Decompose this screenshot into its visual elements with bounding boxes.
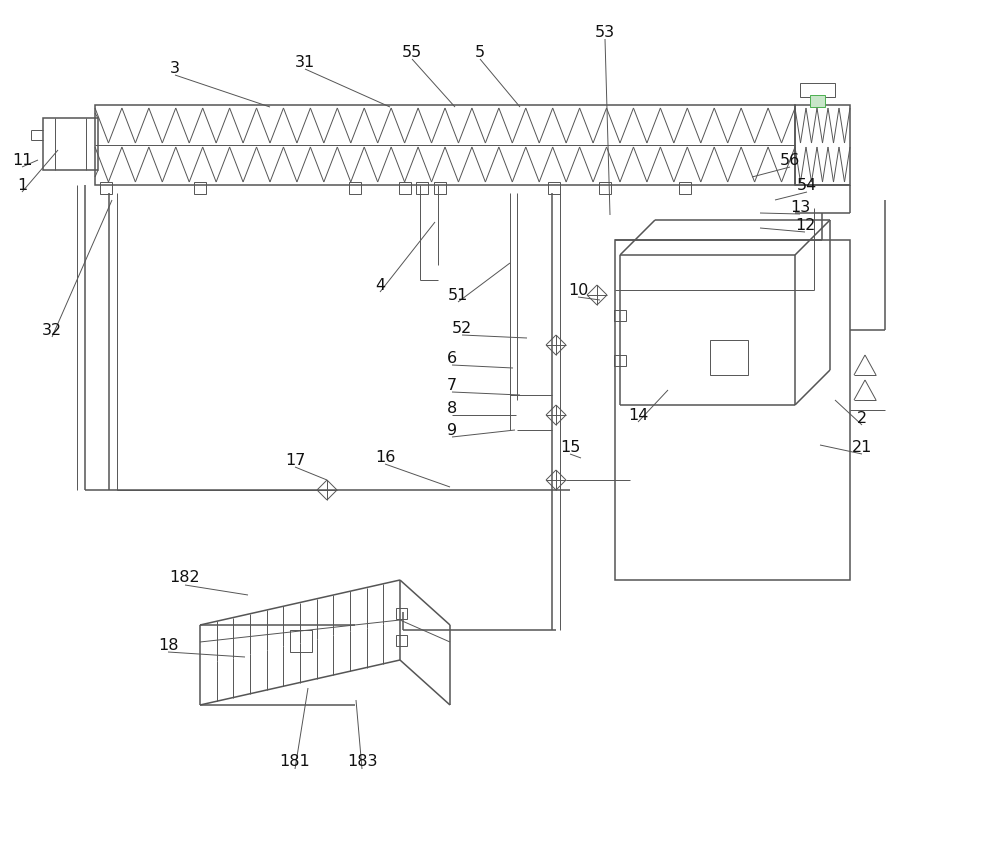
Text: 11: 11 xyxy=(12,153,32,168)
Bar xyxy=(43,118,98,170)
Text: 181: 181 xyxy=(280,754,310,770)
Text: 55: 55 xyxy=(402,45,422,60)
Bar xyxy=(396,635,407,646)
Text: 5: 5 xyxy=(475,45,485,60)
Text: 15: 15 xyxy=(560,439,580,454)
Text: 31: 31 xyxy=(295,55,315,69)
Bar xyxy=(95,105,795,185)
Text: 54: 54 xyxy=(797,178,817,192)
Text: 17: 17 xyxy=(285,453,305,468)
Text: 18: 18 xyxy=(158,637,178,652)
Text: 2: 2 xyxy=(857,411,867,426)
Text: 7: 7 xyxy=(447,378,457,393)
Bar xyxy=(795,105,850,185)
Text: 53: 53 xyxy=(595,24,615,40)
Text: 1: 1 xyxy=(17,178,27,192)
Bar xyxy=(194,182,206,194)
Bar xyxy=(810,95,825,107)
Bar xyxy=(434,182,446,194)
Text: 21: 21 xyxy=(852,439,872,454)
Bar xyxy=(679,182,691,194)
Bar xyxy=(614,355,626,366)
Bar xyxy=(615,240,850,580)
Bar xyxy=(290,630,312,652)
Bar xyxy=(396,608,407,619)
Text: 12: 12 xyxy=(795,217,815,233)
Text: 13: 13 xyxy=(790,200,810,214)
Text: 8: 8 xyxy=(447,400,457,416)
Text: 51: 51 xyxy=(448,287,468,303)
Text: 6: 6 xyxy=(447,351,457,366)
Text: 10: 10 xyxy=(568,282,588,298)
Text: 3: 3 xyxy=(170,61,180,76)
Bar xyxy=(599,182,611,194)
Bar xyxy=(710,340,748,375)
Text: 183: 183 xyxy=(347,754,377,770)
Text: 182: 182 xyxy=(170,571,200,586)
Text: 32: 32 xyxy=(42,323,62,337)
Text: 4: 4 xyxy=(375,277,385,293)
Text: 14: 14 xyxy=(628,407,648,422)
Text: 16: 16 xyxy=(375,449,395,464)
Text: 9: 9 xyxy=(447,422,457,438)
Bar xyxy=(399,182,411,194)
Bar xyxy=(100,182,112,194)
Bar xyxy=(614,310,626,321)
Bar xyxy=(349,182,361,194)
Text: 56: 56 xyxy=(780,153,800,168)
Bar xyxy=(800,83,835,97)
Bar xyxy=(416,182,428,194)
Text: 52: 52 xyxy=(452,320,472,336)
Bar xyxy=(548,182,560,194)
